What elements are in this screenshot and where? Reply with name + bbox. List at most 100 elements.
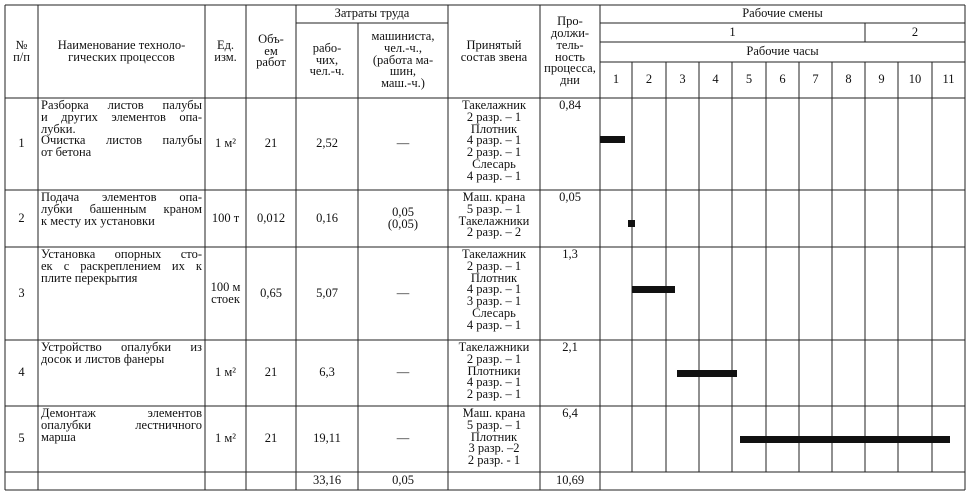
header-unit-line: изм. [214,49,237,64]
header-crew-line: Принятый [466,37,522,52]
hour-number-line: 5 [745,72,753,87]
header-machinist-line: машиниста, [371,29,435,43]
process-name-line: лубки башенным краном [41,201,202,216]
hour-number-line: 10 [908,72,922,87]
crew-line: Такелажник [461,98,527,112]
crew-line: Плотник [470,270,518,285]
hour-number: 7 [799,62,832,98]
process-name-line: Установка опорных сто- [41,247,202,261]
machinist-labor: — [358,247,448,340]
crew-line: 2 разр. – 1 [466,387,522,402]
process-name-line: Демонтаж элементов [41,406,202,420]
hour-number-line: 1 [612,72,620,87]
gantt-bar [740,436,950,443]
machinist-labor: — [358,406,448,472]
gantt-bars [600,136,950,443]
volume-line: 21 [264,365,278,380]
crew-line: Плотник [470,121,518,136]
crew-line: Плотник [470,429,518,444]
process-name-line: ек с раскреплением их к [41,258,202,273]
header-duration-line: тель- [556,37,584,52]
header-num-line: № [15,37,28,52]
machinist-labor-line: — [396,285,410,300]
unit: 1 м² [205,98,246,190]
workers-labor: 6,3 [296,340,358,406]
header-volume-line: Объ- [258,31,284,46]
hour-number: 10 [898,62,932,98]
unit: 1 м² [205,340,246,406]
unit-line: 1 м² [214,136,237,151]
header-hours-line: Рабочие часы [746,44,819,59]
hour-number: 1 [600,62,632,98]
header-hours: Рабочие часы [600,42,965,62]
process-name-line: досок и листов фанеры [41,351,165,366]
hour-number: 9 [865,62,898,98]
header-unit-line: Ед. [216,37,235,52]
workers-labor: 19,11 [296,406,358,472]
unit: 1 м² [205,406,246,472]
header-duration-line: Про- [557,14,583,29]
grid-lines [4,4,966,491]
workers-labor-line: 2,52 [316,136,338,151]
crew-line: Слесарь [472,156,516,171]
unit-line: 1 м² [214,431,237,446]
workers-labor-line: 6,3 [319,365,335,380]
machinist-labor-line: — [396,365,410,380]
duration-line: 0,05 [559,190,581,204]
crew-line: 2 разр. – 2 [466,225,522,240]
header-machinist-line: шин, [389,64,417,79]
workers-labor: 0,16 [296,190,358,247]
duration: 0,05 [540,190,600,247]
gantt-bar [632,286,675,293]
machinist-labor: — [358,98,448,190]
process-name-line: Подача элементов опа- [41,190,202,204]
total-workers-line: 33,16 [312,473,342,488]
process-name: Подача элементов опа-лубки башенным кран… [38,190,205,247]
crew-line: 4 разр. – 1 [466,133,522,148]
process-name-line: опалубки лестничного [41,417,202,432]
header-num-line: п/п [13,49,30,64]
crew-line: Слесарь [472,305,516,320]
row-num-line: 4 [18,365,25,380]
crew-line: 2 разр. – 1 [466,258,522,273]
header-volume: Объ-ем работ [246,5,296,98]
workers-labor-line: 19,11 [313,431,341,446]
header-num: № п/п [5,5,38,98]
unit-line: стоек [211,291,240,306]
shift-number: 2 [865,23,965,42]
crew-line: 4 разр. – 1 [466,317,522,332]
shift-number: 1 [600,23,865,42]
process-name-line: Устройство опалубки из [41,340,202,354]
hour-number: 5 [732,62,766,98]
unit: 100 т [205,190,246,247]
unit: 100 м стоек [205,247,246,340]
row-num-line: 1 [18,136,25,151]
process-name-line: марша [41,429,76,444]
crew-line: 2 разр. – 1 [466,351,522,366]
hour-number-line: 4 [712,72,719,87]
duration: 1,3 [540,247,600,340]
workers-labor: 2,52 [296,98,358,190]
row-num: 4 [5,340,38,406]
hour-number-line: 8 [845,72,852,87]
machinist-labor-line: — [396,431,410,446]
header-duration-line: должи- [550,25,590,40]
machinist-labor-line: (0,05) [387,216,419,231]
process-name-line: и других элементов опа- [41,109,202,124]
header-machinist: машиниста, чел.-ч., (работа ма-шин, маш.-ч.… [358,23,448,98]
total-machinist: 0,05 [358,472,448,490]
header-name: Наименование техноло-гических процессов [38,5,205,98]
crew-line: 2 разр. – 1 [466,109,522,124]
unit-line: 100 м [210,279,241,294]
crew: Маш. крана 5 разр. – 1 Такелажники 2 разр. … [448,190,540,247]
header-crew-line: состав звена [460,49,528,64]
row-num-line: 3 [18,285,25,300]
duration: 6,4 [540,406,600,472]
header-name-line: гических процессов [68,49,175,64]
header-workers: рабо-чих, чел.-ч. [296,23,358,98]
crew-line: Такелажник [461,247,527,261]
row-num-line: 5 [18,431,25,446]
header-duration: Про-должи-тель-ность процесса, дни [540,5,600,98]
